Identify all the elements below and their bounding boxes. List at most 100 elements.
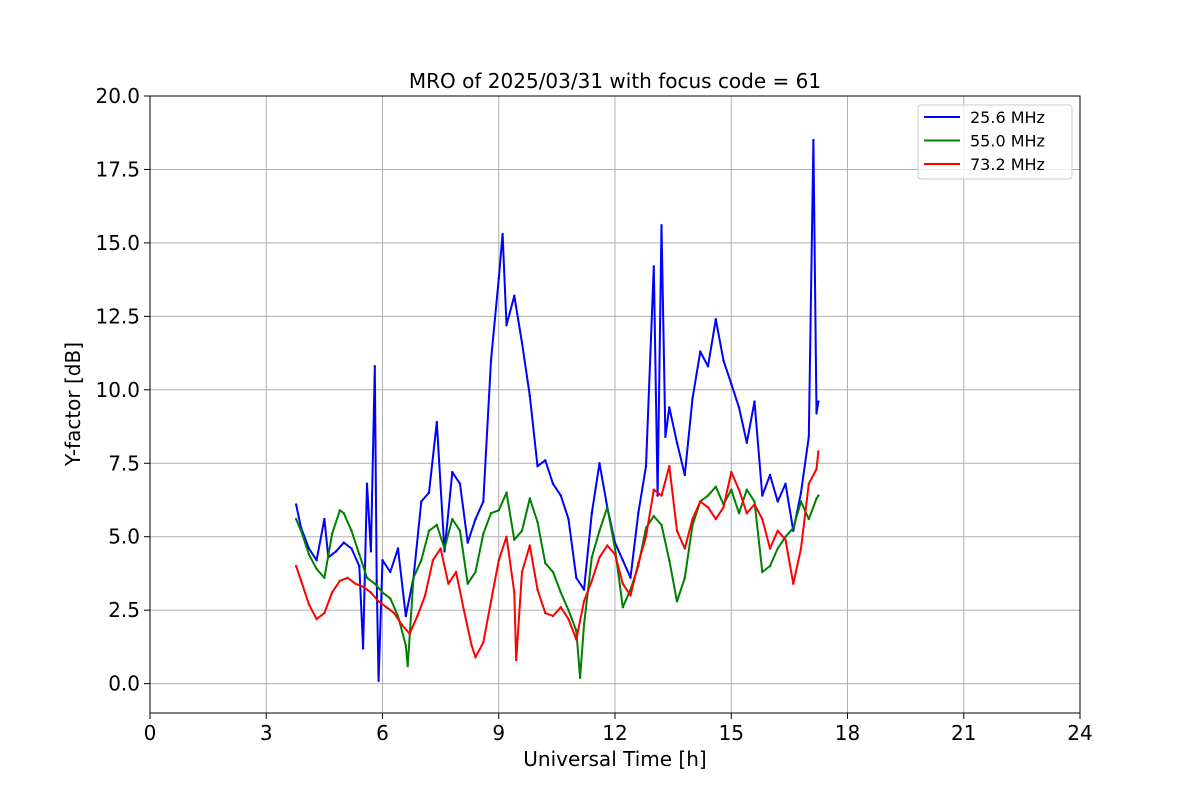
data-point-25-6-mhz [761, 494, 764, 497]
data-point-55-0-mhz [815, 497, 818, 500]
x-tick-label: 15 [719, 721, 744, 745]
data-point-55-0-mhz [668, 559, 671, 562]
data-point-73-2-mhz [660, 494, 663, 497]
data-point-25-6-mhz [389, 570, 392, 574]
data-point-73-2-mhz [315, 617, 318, 621]
data-point-25-6-mhz [443, 550, 446, 553]
data-point-55-0-mhz [613, 547, 617, 550]
data-point-55-0-mhz [714, 485, 717, 488]
data-point-55-0-mhz [706, 494, 710, 497]
data-point-55-0-mhz [582, 623, 586, 627]
data-point-25-6-mhz [294, 503, 298, 506]
y-axis-label: Y-factor [dB] [61, 342, 85, 467]
y-tick-label: 7.5 [108, 451, 140, 475]
data-point-73-2-mhz [408, 632, 411, 635]
data-point-55-0-mhz [315, 567, 318, 571]
data-point-73-2-mhz [776, 529, 779, 532]
data-point-25-6-mhz [334, 550, 338, 553]
data-point-25-6-mhz [404, 614, 407, 618]
data-point-25-6-mhz [629, 576, 632, 579]
data-point-25-6-mhz [656, 494, 659, 497]
data-point-73-2-mhz [629, 594, 632, 597]
data-point-25-6-mhz [753, 400, 756, 403]
data-point-25-6-mhz [799, 491, 803, 494]
data-point-73-2-mhz [361, 585, 365, 588]
data-point-55-0-mhz [784, 535, 787, 538]
data-point-73-2-mhz [807, 482, 810, 485]
data-point-55-0-mhz [776, 547, 779, 550]
data-point-73-2-mhz [462, 609, 466, 612]
data-point-73-2-mhz [423, 594, 427, 597]
x-axis-label: Universal Time [h] [523, 747, 706, 771]
data-point-25-6-mhz [536, 465, 539, 468]
data-point-73-2-mhz [515, 658, 518, 662]
data-point-25-6-mhz [458, 482, 462, 485]
data-point-73-2-mhz [294, 564, 298, 568]
y-tick-label: 20.0 [95, 84, 140, 108]
data-point-73-2-mhz [613, 553, 617, 556]
y-tick-label: 2.5 [108, 598, 140, 622]
data-point-73-2-mhz [470, 644, 473, 647]
data-point-55-0-mhz [730, 488, 733, 491]
data-point-73-2-mhz [439, 547, 442, 550]
data-point-55-0-mhz [443, 547, 446, 550]
data-point-25-6-mhz [664, 435, 667, 438]
data-point-73-2-mhz [768, 547, 772, 550]
data-point-73-2-mhz [706, 506, 710, 509]
data-point-25-6-mhz [683, 473, 686, 477]
data-point-25-6-mhz [745, 441, 748, 444]
data-point-25-6-mhz [792, 529, 795, 532]
data-point-25-6-mhz [544, 459, 547, 462]
data-point-25-6-mhz [342, 541, 345, 544]
data-point-25-6-mhz [307, 547, 311, 550]
data-point-73-2-mhz [497, 559, 500, 562]
data-point-73-2-mhz [683, 547, 686, 550]
data-point-25-6-mhz [644, 465, 648, 468]
data-point-73-2-mhz [590, 579, 593, 582]
data-point-55-0-mhz [466, 582, 469, 585]
data-point-55-0-mhz [528, 497, 531, 500]
data-point-73-2-mhz [536, 588, 539, 591]
data-point-73-2-mhz [385, 606, 388, 609]
data-point-25-6-mhz [323, 517, 326, 521]
data-point-25-6-mhz [784, 482, 787, 485]
data-point-73-2-mhz [644, 535, 648, 538]
data-point-55-0-mhz [427, 529, 431, 532]
legend-item-73-2-mhz: 73.2 MHz [924, 155, 1045, 174]
data-point-73-2-mhz [637, 562, 640, 565]
data-point-73-2-mhz [582, 600, 586, 603]
data-point-73-2-mhz [431, 559, 435, 562]
data-point-55-0-mhz [575, 629, 578, 632]
data-point-55-0-mhz [590, 556, 593, 559]
y-tick-label: 5.0 [108, 525, 140, 549]
data-point-55-0-mhz [350, 529, 353, 532]
x-tick-label: 21 [951, 721, 976, 745]
data-point-25-6-mhz [528, 394, 531, 397]
data-point-25-6-mhz [817, 400, 820, 403]
data-point-55-0-mhz [497, 509, 500, 512]
data-point-25-6-mhz [590, 512, 593, 515]
legend-label: 73.2 MHz [970, 155, 1045, 174]
data-point-25-6-mhz [420, 500, 423, 503]
data-point-25-6-mhz [551, 482, 555, 485]
data-point-73-2-mhz [714, 517, 717, 521]
data-point-55-0-mhz [505, 491, 508, 494]
data-point-73-2-mhz [737, 488, 741, 491]
data-point-55-0-mhz [412, 576, 415, 579]
data-point-73-2-mhz [505, 535, 508, 538]
data-point-25-6-mhz [466, 541, 469, 544]
data-point-73-2-mhz [377, 600, 380, 603]
data-point-73-2-mhz [799, 547, 803, 550]
data-point-25-6-mhz [373, 365, 376, 368]
data-point-73-2-mhz [559, 606, 562, 609]
data-point-25-6-mhz [660, 224, 663, 227]
data-point-55-0-mhz [435, 523, 438, 527]
data-point-25-6-mhz [350, 547, 353, 550]
data-point-25-6-mhz [520, 341, 524, 344]
data-point-55-0-mhz [799, 500, 803, 503]
data-point-55-0-mhz [458, 529, 462, 532]
data-point-73-2-mhz [621, 582, 624, 585]
data-point-55-0-mhz [578, 676, 582, 679]
data-point-25-6-mhz [497, 277, 500, 280]
data-point-25-6-mhz [621, 559, 624, 562]
